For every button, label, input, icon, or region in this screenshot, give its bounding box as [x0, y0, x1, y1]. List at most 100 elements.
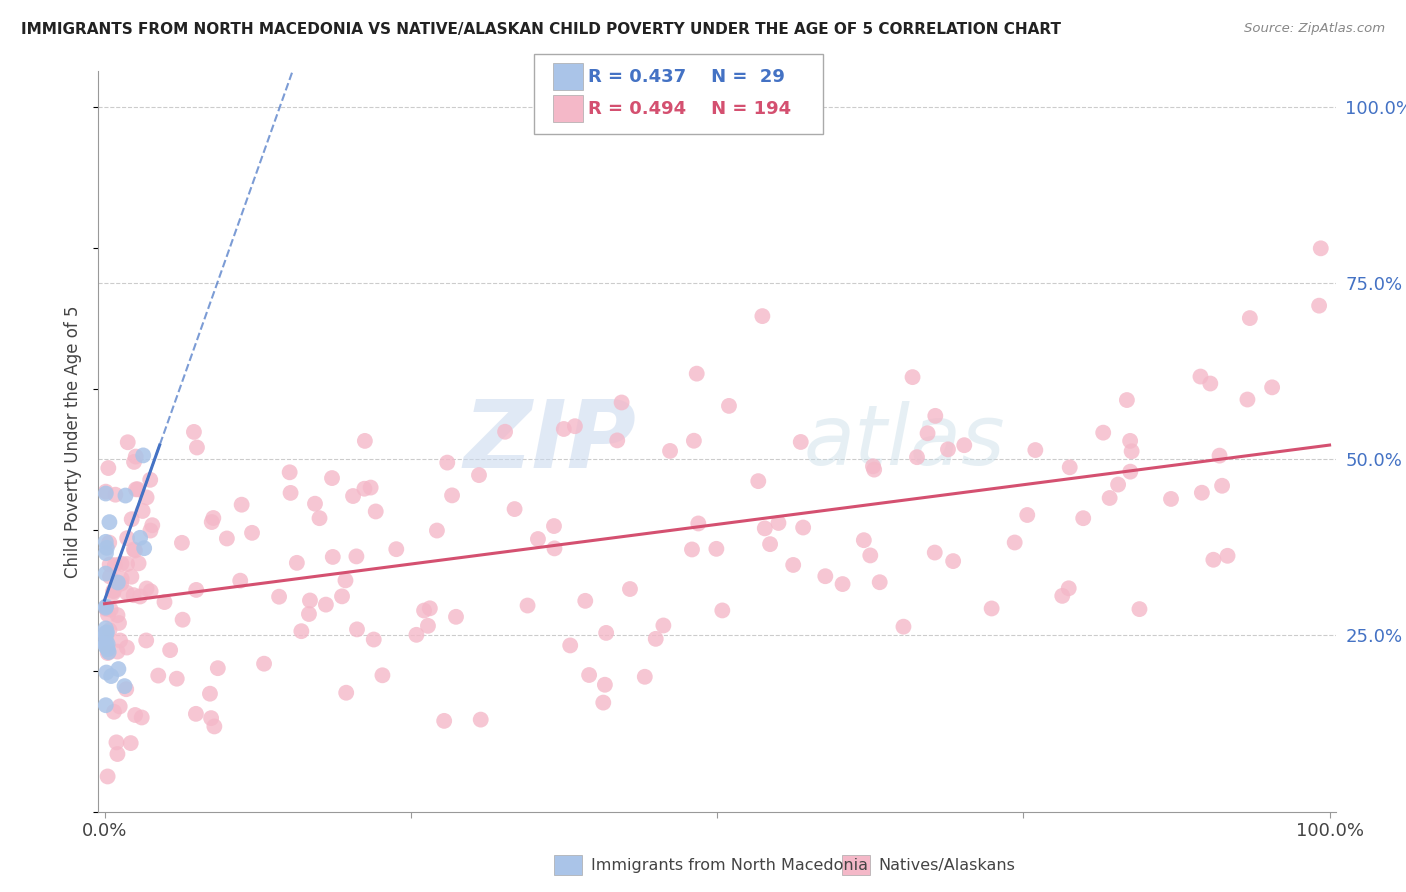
Point	[1189, 369, 1212, 384]
Point	[768, 516, 790, 530]
Point	[503, 502, 526, 516]
Point	[97, 646, 120, 660]
Point	[125, 483, 148, 497]
Point	[215, 532, 238, 546]
Point	[253, 657, 276, 671]
Point	[688, 516, 710, 531]
Point	[97, 461, 120, 475]
Point	[747, 474, 769, 488]
Point	[269, 590, 291, 604]
Point	[543, 541, 565, 556]
Point	[335, 574, 357, 588]
Point	[1071, 511, 1094, 525]
Point	[304, 497, 326, 511]
Point	[980, 601, 1002, 615]
Point	[419, 601, 441, 615]
Point	[122, 455, 145, 469]
Point	[135, 491, 157, 505]
Point	[652, 618, 675, 632]
Point	[1236, 392, 1258, 407]
Point	[814, 569, 837, 583]
Point	[1119, 434, 1142, 448]
Point	[683, 434, 706, 448]
Point	[1098, 491, 1121, 505]
Point	[94, 546, 117, 560]
Point	[107, 747, 129, 761]
Point	[444, 609, 467, 624]
Point	[385, 542, 408, 557]
Point	[104, 488, 127, 502]
Point	[711, 603, 734, 617]
Point	[94, 640, 117, 654]
Point	[441, 488, 464, 502]
Point	[97, 637, 120, 651]
Point	[94, 621, 117, 635]
Point	[905, 450, 928, 465]
Point	[1308, 299, 1330, 313]
Point	[107, 575, 129, 590]
Point	[148, 668, 170, 682]
Point	[574, 594, 596, 608]
Point	[94, 534, 117, 549]
Point	[117, 435, 139, 450]
Point	[1107, 477, 1129, 491]
Point	[436, 456, 458, 470]
Point	[122, 588, 145, 602]
Point	[104, 558, 127, 573]
Point	[371, 668, 394, 682]
Point	[1115, 392, 1137, 407]
Text: IMMIGRANTS FROM NORTH MACEDONIA VS NATIVE/ALASKAN CHILD POVERTY UNDER THE AGE OF: IMMIGRANTS FROM NORTH MACEDONIA VS NATIV…	[21, 22, 1062, 37]
Point	[1128, 602, 1150, 616]
Point	[186, 441, 208, 455]
Point	[207, 661, 229, 675]
Point	[94, 636, 117, 650]
Point	[108, 699, 131, 714]
Point	[96, 665, 118, 680]
Point	[308, 511, 330, 525]
Text: R = 0.437    N =  29: R = 0.437 N = 29	[588, 68, 785, 86]
Point	[494, 425, 516, 439]
Point	[322, 549, 344, 564]
Point	[751, 309, 773, 323]
Point	[527, 532, 550, 546]
Point	[1024, 443, 1046, 458]
Point	[953, 438, 976, 452]
Point	[184, 706, 207, 721]
Point	[107, 662, 129, 676]
Point	[202, 511, 225, 525]
Point	[1309, 241, 1331, 255]
Point	[344, 549, 367, 564]
Point	[516, 599, 538, 613]
Point	[121, 512, 143, 526]
Point	[103, 586, 125, 600]
Point	[1121, 444, 1143, 458]
Point	[98, 515, 121, 529]
Y-axis label: Child Poverty Under the Age of 5: Child Poverty Under the Age of 5	[65, 305, 83, 578]
Point	[330, 590, 353, 604]
Point	[153, 595, 176, 609]
Point	[924, 409, 946, 423]
Point	[346, 623, 368, 637]
Point	[564, 419, 586, 434]
Point	[98, 535, 121, 549]
Point	[543, 519, 565, 533]
Point	[229, 574, 252, 588]
Point	[831, 577, 853, 591]
Point	[94, 631, 117, 645]
Point	[120, 570, 142, 584]
Point	[132, 449, 155, 463]
Point	[759, 537, 782, 551]
Point	[96, 541, 118, 555]
Point	[681, 542, 703, 557]
Point	[159, 643, 181, 657]
Point	[100, 602, 122, 616]
Point	[354, 434, 377, 448]
Point	[111, 572, 134, 586]
Point	[405, 628, 427, 642]
Point	[139, 473, 162, 487]
Point	[606, 434, 628, 448]
Point	[124, 543, 146, 558]
Point	[166, 672, 188, 686]
Point	[94, 484, 117, 499]
Point	[172, 613, 194, 627]
